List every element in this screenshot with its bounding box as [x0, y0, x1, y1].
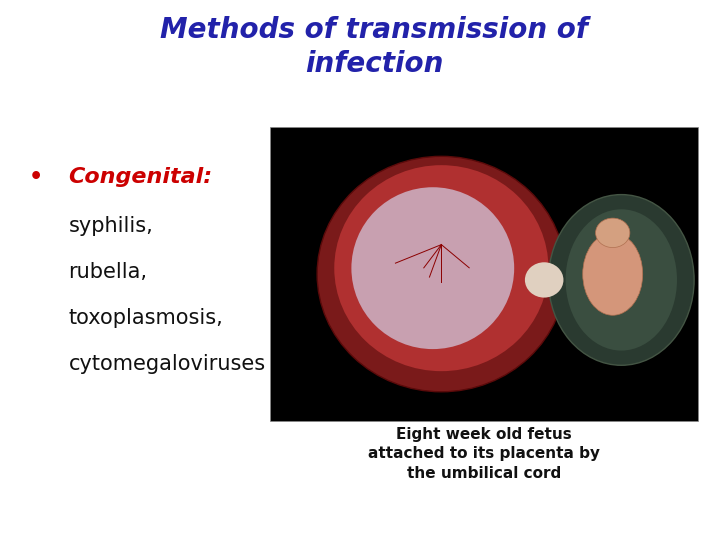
- Text: cytomegaloviruses: cytomegaloviruses: [68, 354, 266, 374]
- Text: Methods of transmission of
infection: Methods of transmission of infection: [161, 16, 588, 78]
- Ellipse shape: [595, 218, 630, 247]
- Text: syphilis,: syphilis,: [68, 216, 153, 236]
- FancyBboxPatch shape: [270, 127, 698, 421]
- Ellipse shape: [549, 194, 694, 365]
- Text: rubella,: rubella,: [68, 262, 148, 282]
- Text: Congenital:: Congenital:: [68, 167, 212, 187]
- Ellipse shape: [525, 262, 564, 298]
- Ellipse shape: [317, 156, 566, 392]
- Text: •: •: [29, 167, 43, 187]
- Text: Eight week old fetus
attached to its placenta by
the umbilical cord: Eight week old fetus attached to its pla…: [368, 427, 600, 481]
- Ellipse shape: [566, 210, 677, 350]
- Ellipse shape: [334, 165, 549, 371]
- Ellipse shape: [582, 233, 643, 315]
- Ellipse shape: [351, 187, 514, 349]
- Text: toxoplasmosis,: toxoplasmosis,: [68, 308, 223, 328]
